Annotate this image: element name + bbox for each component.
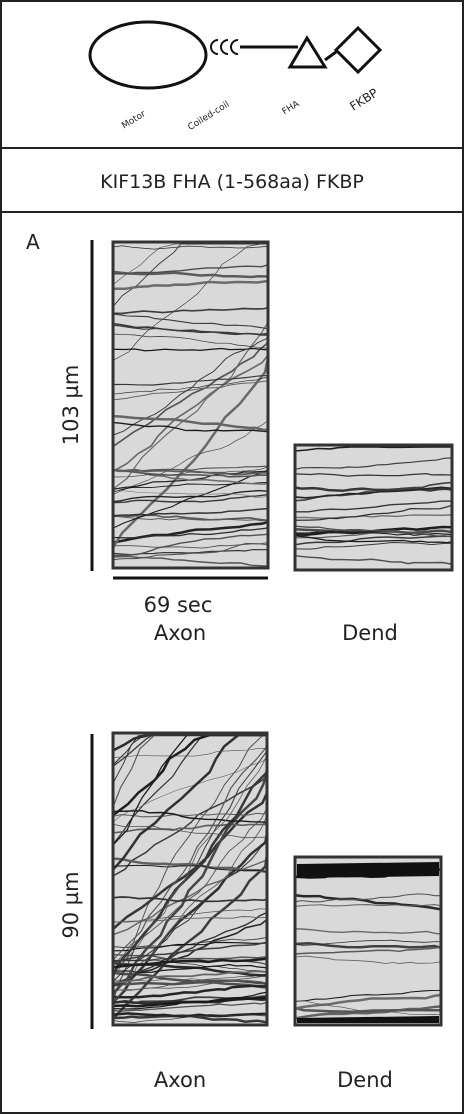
column-label: Dend xyxy=(337,1068,393,1092)
kymograph-trace xyxy=(297,862,439,878)
kymograph xyxy=(295,857,441,1025)
column-label: Axon xyxy=(154,1068,206,1092)
kymograph xyxy=(295,445,452,570)
figure: Motor Coiled-coil FHA FKBP KIF13B FHA (1… xyxy=(0,0,464,1114)
time-label: 69 sec xyxy=(144,593,213,617)
kymograph xyxy=(113,242,268,568)
scale-label: 90 µm xyxy=(59,871,83,938)
panel-label: A xyxy=(26,230,40,254)
kymograph xyxy=(113,733,267,1025)
scale-label: 103 µm xyxy=(59,365,83,446)
construct-title: KIF13B FHA (1-568aa) FKBP xyxy=(100,171,364,193)
column-label: Dend xyxy=(342,621,398,645)
column-label: Axon xyxy=(154,621,206,645)
